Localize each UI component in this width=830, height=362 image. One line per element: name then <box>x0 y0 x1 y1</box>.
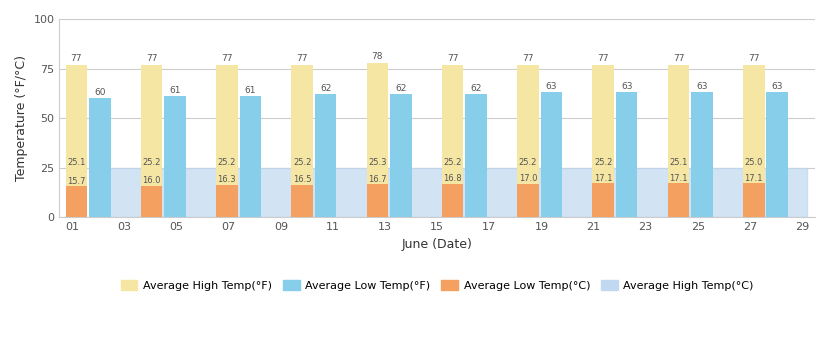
Text: 17.1: 17.1 <box>669 174 688 183</box>
Text: 25.2: 25.2 <box>293 158 311 167</box>
Text: 60: 60 <box>94 88 105 97</box>
Bar <box>291 185 313 218</box>
Bar <box>240 96 261 218</box>
Text: 25.2: 25.2 <box>143 158 161 167</box>
Text: 77: 77 <box>598 54 609 63</box>
Text: 16.8: 16.8 <box>443 174 462 184</box>
Text: 61: 61 <box>245 86 256 95</box>
Text: 62: 62 <box>320 84 331 93</box>
Bar <box>691 92 713 218</box>
Text: 77: 77 <box>447 54 458 63</box>
Text: 25.2: 25.2 <box>594 158 613 167</box>
Text: 17.1: 17.1 <box>745 174 763 183</box>
Text: 78: 78 <box>372 52 383 61</box>
Bar <box>390 94 412 218</box>
Bar <box>89 98 110 218</box>
Text: 17.1: 17.1 <box>594 174 613 183</box>
Text: 25.2: 25.2 <box>443 158 461 167</box>
Bar <box>766 92 788 218</box>
Text: 63: 63 <box>696 82 708 91</box>
Bar <box>315 94 336 218</box>
Text: 15.7: 15.7 <box>67 177 85 186</box>
Text: 16.0: 16.0 <box>143 176 161 185</box>
Bar <box>141 186 163 218</box>
Text: 77: 77 <box>146 54 158 63</box>
Bar <box>216 185 237 218</box>
Text: 77: 77 <box>673 54 684 63</box>
Text: 17.0: 17.0 <box>519 174 537 183</box>
Bar <box>66 186 87 218</box>
Bar <box>616 92 637 218</box>
Bar <box>743 65 764 218</box>
Bar <box>668 65 689 218</box>
Text: 25.2: 25.2 <box>217 158 236 167</box>
Text: 63: 63 <box>545 82 557 91</box>
Bar <box>367 184 388 218</box>
Text: 25.0: 25.0 <box>745 158 763 167</box>
X-axis label: June (Date): June (Date) <box>402 238 472 251</box>
Text: 63: 63 <box>621 82 632 91</box>
Bar <box>291 65 313 218</box>
Bar <box>66 65 87 218</box>
Legend: Average High Temp(°F), Average Low Temp(°F), Average Low Temp(°C), Average High : Average High Temp(°F), Average Low Temp(… <box>116 275 759 295</box>
Text: 63: 63 <box>771 82 783 91</box>
Text: 77: 77 <box>748 54 759 63</box>
Text: 61: 61 <box>169 86 181 95</box>
Bar <box>442 65 463 218</box>
Bar <box>517 184 539 218</box>
Text: 62: 62 <box>395 84 407 93</box>
Y-axis label: Temperature (°F/°C): Temperature (°F/°C) <box>15 55 28 181</box>
Bar <box>517 65 539 218</box>
Bar <box>442 184 463 218</box>
Text: 16.7: 16.7 <box>369 174 387 184</box>
Bar <box>466 94 487 218</box>
Bar <box>743 184 764 218</box>
Text: 16.3: 16.3 <box>217 176 237 185</box>
Text: 77: 77 <box>221 54 232 63</box>
Bar <box>141 65 163 218</box>
Bar <box>593 184 614 218</box>
Bar <box>668 184 689 218</box>
Text: 77: 77 <box>71 54 82 63</box>
Text: 25.3: 25.3 <box>369 157 387 167</box>
Bar <box>90 168 808 218</box>
Text: 77: 77 <box>522 54 534 63</box>
Text: 77: 77 <box>296 54 308 63</box>
Bar <box>216 65 237 218</box>
Text: 16.5: 16.5 <box>293 175 311 184</box>
Bar <box>593 65 614 218</box>
Bar <box>540 92 562 218</box>
Text: 25.2: 25.2 <box>519 158 537 167</box>
Text: 62: 62 <box>471 84 482 93</box>
Text: 25.1: 25.1 <box>67 158 85 167</box>
Bar <box>164 96 186 218</box>
Text: 25.1: 25.1 <box>669 158 688 167</box>
Bar <box>367 63 388 218</box>
